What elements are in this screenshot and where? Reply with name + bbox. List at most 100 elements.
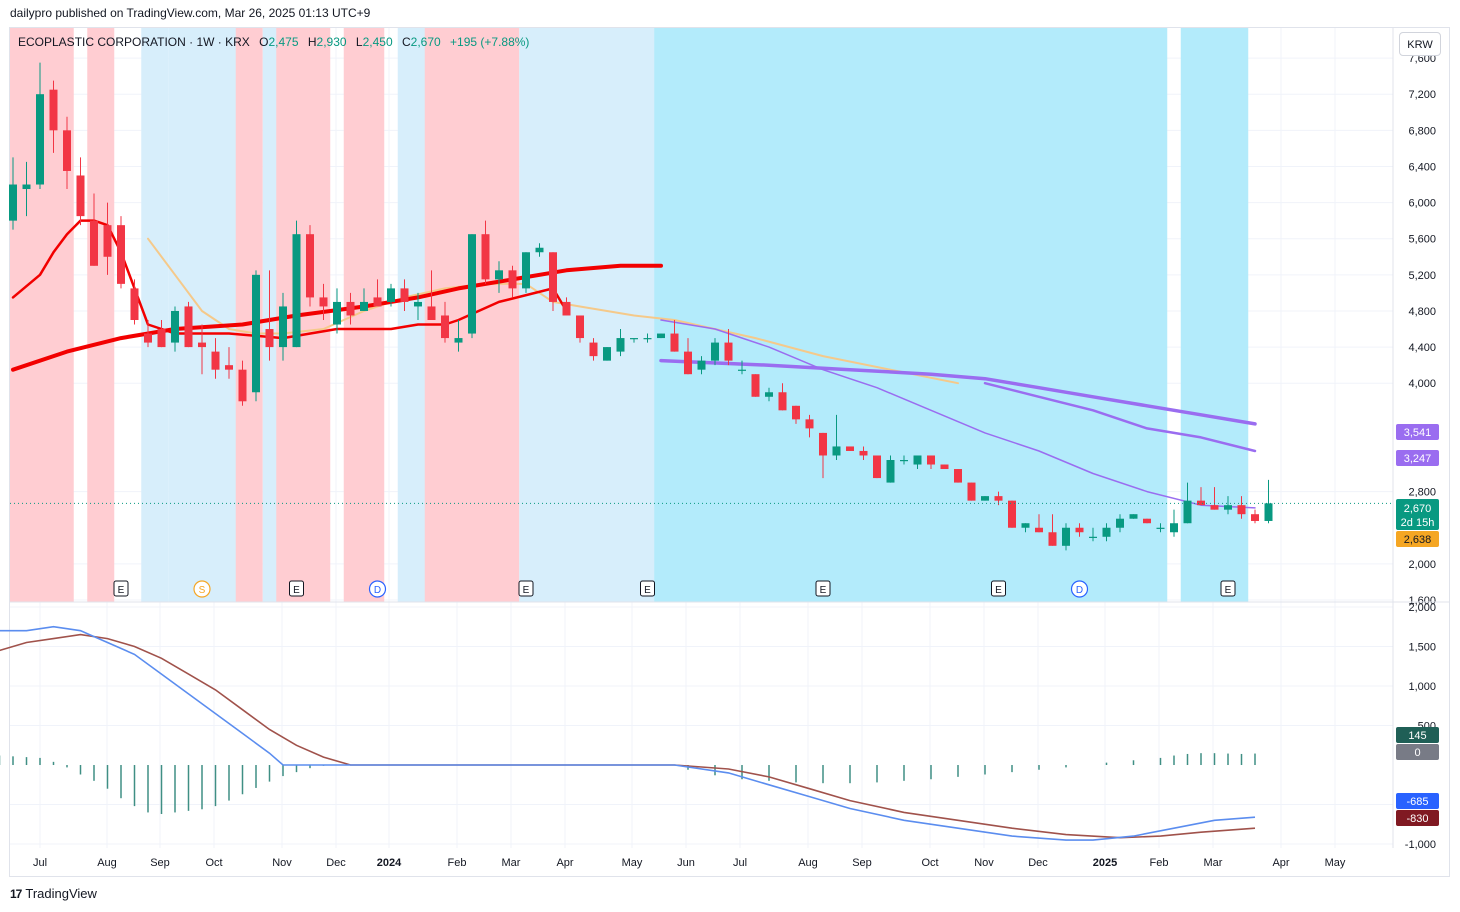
event-split-marker — [193, 580, 211, 598]
macd-label-macd: -685 — [1406, 796, 1428, 808]
band-cyan — [654, 28, 1168, 602]
event-earnings-marker — [289, 580, 304, 597]
price-tick-label: 6,800 — [1408, 125, 1436, 137]
candle-body — [1129, 514, 1138, 519]
candle-body — [1116, 518, 1124, 528]
candle-body — [1170, 523, 1178, 533]
candle-body — [927, 455, 935, 465]
event-dividend-marker — [368, 580, 387, 598]
candle-body — [697, 360, 706, 370]
tradingview-brand[interactable]: 17 TradingView — [10, 886, 97, 901]
time-tick-label: Jun — [677, 857, 695, 869]
macd-label-zero: 0 — [1414, 747, 1420, 759]
candle-body — [508, 270, 517, 289]
candle-body — [819, 432, 827, 456]
macd-tick-label: -1,000 — [1405, 839, 1436, 851]
price-label-ma-mid-bg — [1396, 450, 1439, 466]
macd-label-signal-bg — [1396, 810, 1439, 826]
highlight-bands — [10, 28, 1249, 602]
candle-body — [657, 333, 665, 339]
candle-body — [387, 288, 395, 302]
macd-line — [0, 625, 1256, 841]
candle-body — [198, 342, 206, 348]
candle-body — [9, 184, 17, 221]
candle-body — [1264, 503, 1273, 521]
candle-body — [1089, 536, 1097, 538]
time-tick-label: Feb — [448, 857, 467, 869]
time-tick-label: Nov — [272, 857, 292, 869]
event-label: S — [199, 585, 206, 596]
event-label: E — [820, 585, 827, 596]
candle-body — [22, 184, 31, 190]
candle-body — [252, 274, 260, 393]
macd-tick-label: 2,000 — [1408, 602, 1436, 614]
price-tick-label: 7,200 — [1408, 89, 1436, 101]
candle-body — [360, 301, 368, 311]
candle-body — [1035, 527, 1043, 533]
candle-body — [495, 270, 503, 280]
candle-body — [1251, 514, 1259, 521]
candle-body — [292, 234, 301, 348]
event-earnings-marker — [518, 580, 534, 597]
candle-body — [211, 351, 220, 370]
event-label: E — [995, 585, 1002, 596]
candle-body — [184, 306, 193, 348]
chart-frame — [9, 27, 1450, 877]
price-label-ma-mid: 3,247 — [1404, 453, 1432, 465]
time-tick-label: Dec — [326, 857, 346, 869]
candle-body — [36, 94, 44, 185]
time-tick-label: Aug — [798, 857, 818, 869]
macd-tick-label: 1,500 — [1408, 641, 1436, 653]
candle-body — [859, 450, 868, 456]
price-tick-label: 2,000 — [1408, 559, 1436, 571]
macd-tick-label: 1,000 — [1408, 681, 1436, 693]
axes: 7,600 7,200 6,800 6,400 6,000 5,600 5,200 4,800… — [10, 28, 1450, 869]
candle-body — [279, 306, 287, 348]
candle-body — [792, 405, 800, 420]
event-earnings-marker — [640, 580, 655, 597]
legend-l-label: L — [355, 35, 363, 49]
candle-body — [130, 288, 139, 320]
price-label-last-bg — [1396, 499, 1439, 530]
candle-body — [441, 315, 449, 339]
candle-body — [994, 496, 1003, 501]
event-earnings-marker — [815, 580, 831, 597]
candle-body — [805, 419, 814, 429]
price-tick-label: 5,600 — [1408, 234, 1436, 246]
candle-body — [873, 455, 881, 479]
candle-body — [670, 333, 679, 352]
macd-label-macd-bg — [1396, 793, 1439, 809]
time-tick-label: May — [622, 857, 643, 869]
time-tick-label: May — [1325, 857, 1346, 869]
candle-body — [711, 342, 719, 361]
time-tick-label: Nov — [974, 857, 994, 869]
time-tick-label: Apr — [556, 857, 573, 869]
candle-body — [49, 89, 58, 131]
candle-body — [90, 220, 98, 266]
candle-body — [778, 392, 787, 411]
legend-symbol: ECOPLASTIC CORPORATION · 1W · KRX — [18, 35, 250, 49]
time-tick-label: 2025 — [1093, 857, 1117, 869]
band-lightblue — [519, 28, 668, 602]
legend-h-value: 2,930 — [316, 35, 347, 49]
price-tick-label: 6,400 — [1408, 161, 1436, 173]
time-tick-label: 2024 — [377, 857, 402, 869]
event-label: E — [1225, 585, 1232, 596]
price-tick-label: 7,600 — [1408, 53, 1436, 65]
price-tick-label: 5,200 — [1408, 270, 1436, 282]
time-tick-label: Sep — [852, 857, 872, 869]
candle-body — [468, 234, 476, 334]
candle-body — [333, 301, 341, 325]
candle-body — [1021, 523, 1030, 528]
candle-body — [900, 460, 908, 462]
candle-body — [981, 496, 989, 501]
currency-button[interactable]: KRW — [1399, 32, 1441, 56]
candle-body — [643, 338, 652, 340]
candle-body — [76, 175, 85, 217]
time-tick-label: Oct — [205, 857, 222, 869]
candle-body — [751, 374, 760, 397]
event-earnings-marker — [991, 580, 1006, 597]
ma-purple-thick-line — [659, 358, 1257, 426]
